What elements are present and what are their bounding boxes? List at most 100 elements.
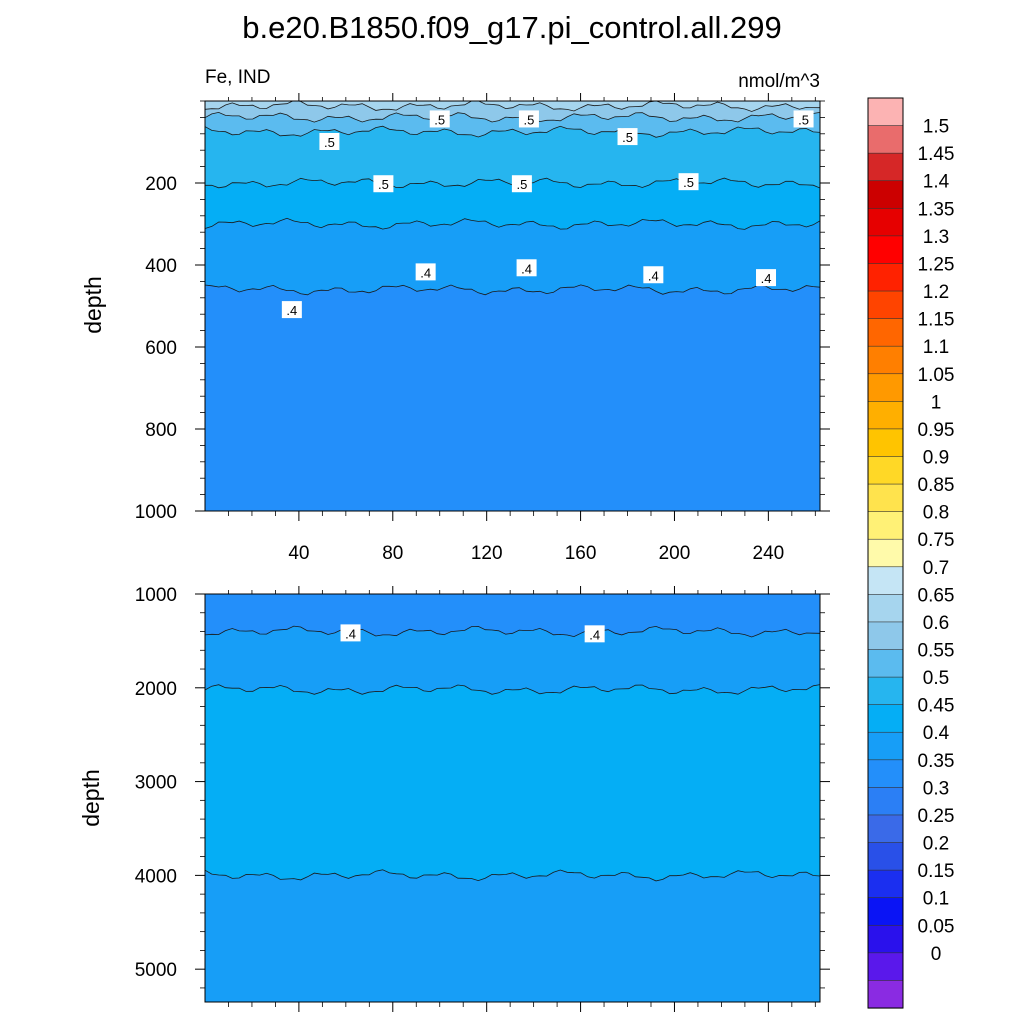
- contour-label: .4: [648, 268, 659, 283]
- contour-label-box: [617, 128, 638, 146]
- colorbar-swatch: [867, 566, 904, 595]
- colorbar-label: 0.85: [918, 475, 955, 496]
- y-tick-label: 600: [145, 338, 177, 359]
- colorbar-label: 1.45: [918, 144, 955, 165]
- colorbar-swatch: [867, 401, 904, 430]
- colorbar-label: 1.2: [923, 282, 949, 303]
- contour-line: [205, 684, 820, 695]
- colorbar-label: 0: [931, 944, 942, 965]
- colorbar-swatch: [867, 235, 904, 265]
- colorbar-swatch: [867, 594, 904, 623]
- colorbar-label: 0.55: [918, 641, 955, 662]
- contour-label: .4: [345, 626, 356, 641]
- y-tick-label: 2000: [135, 679, 177, 700]
- units-label: nmol/m^3: [738, 71, 820, 92]
- colorbar-label: 1.15: [918, 310, 955, 331]
- contour-label: .4: [420, 265, 431, 280]
- contour-label: .5: [622, 130, 633, 145]
- colorbar-swatch: [867, 208, 904, 237]
- colorbar-label: 1: [931, 392, 942, 413]
- colorbar-swatch: [867, 428, 904, 458]
- upper-y-axis-label: depth: [80, 276, 106, 334]
- colorbar-swatch: [867, 345, 904, 375]
- colorbar-swatch: [867, 290, 904, 320]
- colorbar-swatch: [867, 97, 904, 127]
- y-tick-label: 1000: [135, 585, 177, 606]
- contour-band-0.4: [205, 869, 820, 1002]
- colorbar-swatch: [867, 676, 904, 706]
- contour-line: [205, 101, 820, 112]
- colorbar-label: 0.75: [918, 530, 955, 551]
- contour-label: .5: [434, 112, 445, 127]
- plot-frame: [204, 593, 821, 1003]
- colorbar-label: 0.5: [923, 668, 949, 689]
- contour-label: .4: [589, 627, 600, 642]
- colorbar-swatch: [867, 318, 904, 347]
- contour-label-box: [281, 301, 302, 319]
- colorbar-label: 0.7: [923, 558, 949, 579]
- contour-label: .4: [761, 271, 772, 286]
- x-tick-label: 160: [565, 543, 597, 564]
- colorbar-swatch: [867, 538, 904, 568]
- colorbar-swatch: [867, 263, 904, 292]
- colorbar-swatch: [867, 787, 904, 816]
- variable-region-label: Fe, IND: [205, 67, 270, 88]
- colorbar-swatch: [867, 924, 904, 954]
- contour-line: [205, 111, 820, 123]
- colorbar-swatch: [867, 759, 904, 788]
- y-tick-label: 200: [145, 174, 177, 195]
- colorbar-label: 0.25: [918, 806, 955, 827]
- chart-title: b.e20.B1850.f09_g17.pi_control.all.299: [242, 10, 782, 45]
- contour-line: [205, 284, 820, 296]
- colorbar-label: 0.8: [923, 503, 949, 524]
- colorbar-swatch: [867, 952, 904, 982]
- colorbar-swatch: [867, 842, 904, 871]
- contour-label-box: [643, 266, 664, 284]
- contour-label: .5: [324, 135, 335, 150]
- colorbar-swatch: [867, 649, 904, 678]
- contour-label-box: [415, 263, 436, 281]
- colorbar-label: 0.6: [923, 613, 949, 634]
- x-tick-label: 120: [471, 543, 503, 564]
- lower-depth-panel: .4 .4 1000 2000 3000 4000 5000: [135, 585, 830, 1012]
- colorbar-label: 0.45: [918, 696, 955, 717]
- colorbar-label: 1.35: [918, 199, 955, 220]
- colorbar-label: 1.25: [918, 254, 955, 275]
- colorbar-swatch: [867, 152, 904, 182]
- colorbar-label: 1.4: [923, 172, 950, 193]
- colorbar-swatch: [867, 483, 904, 513]
- colorbar-label: 0.35: [918, 751, 955, 772]
- contour-label-box: [373, 175, 394, 193]
- x-tick-label: 40: [288, 543, 309, 564]
- y-tick-label: 5000: [135, 960, 177, 981]
- contour-line: [205, 217, 820, 230]
- contour-label: .5: [798, 112, 809, 127]
- y-tick-label: 400: [145, 256, 177, 277]
- colorbar-label: 0.65: [918, 585, 955, 606]
- colorbar-frame: [867, 97, 904, 1009]
- colorbar-swatch: [867, 373, 904, 402]
- colorbar-swatch: [867, 621, 904, 651]
- colorbar: 1.5 1.45 1.4 1.35 1.3 1.25 1.2 1.15 1.1 1.05 1 0.95…: [867, 97, 955, 1009]
- colorbar-label: 0.2: [923, 834, 949, 855]
- contour-label-box: [319, 133, 340, 150]
- contour-band-0.35: [205, 284, 820, 511]
- contour-label-box: [678, 173, 699, 191]
- contour-label-box: [793, 110, 814, 128]
- colorbar-swatch: [867, 814, 904, 844]
- colorbar-label: 0.05: [918, 916, 955, 937]
- lower-y-axis-label: depth: [78, 769, 104, 827]
- contour-label-box: [429, 110, 450, 128]
- colorbar-swatch: [867, 731, 904, 761]
- colorbar-swatch: [867, 180, 904, 209]
- contour-line: [205, 625, 820, 638]
- colorbar-label: 0.15: [918, 861, 955, 882]
- upper-depth-panel: .5 .5 .5 .5 .5 .5 .5 .5 .4 .4 .4 .4 .4 40 80 120 160 200 2…: [135, 93, 830, 564]
- contour-label: .4: [286, 303, 297, 318]
- colorbar-swatch: [867, 897, 904, 926]
- x-tick-label: 200: [659, 543, 691, 564]
- contour-label-box: [516, 259, 537, 277]
- plot-frame: [204, 100, 821, 512]
- y-tick-label: 800: [145, 420, 177, 441]
